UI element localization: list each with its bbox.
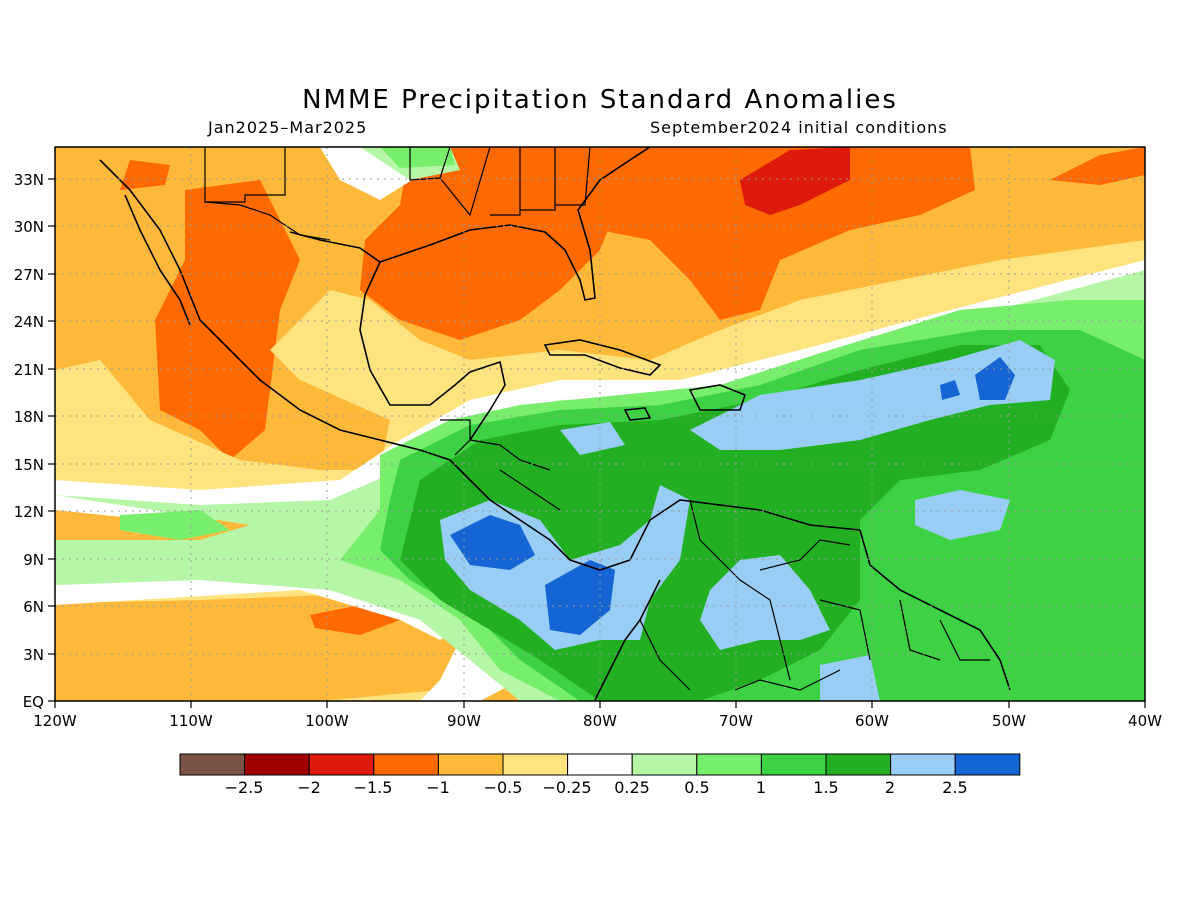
legend-label: −1.5 [354, 778, 393, 797]
forecast-period: Jan2025–Mar2025 [208, 118, 368, 137]
lat-label-6n: 6N [23, 598, 44, 616]
axis-ticks [48, 178, 1146, 708]
legend-label: −2.5 [225, 778, 264, 797]
borders [204, 147, 990, 691]
legend-label: −0.5 [484, 778, 523, 797]
lat-label-15n: 15N [14, 456, 44, 474]
legend-swatch [631, 753, 698, 776]
legend-swatch [890, 753, 956, 776]
lat-label-3n: 3N [23, 646, 44, 664]
legend-label: 2 [885, 778, 895, 797]
lat-label-24n: 24N [14, 313, 44, 331]
lon-label-50w: 50W [992, 712, 1026, 730]
legend-swatch [179, 753, 246, 776]
legend-swatch [373, 753, 439, 776]
legend-swatch [567, 753, 633, 776]
lon-label-90w: 90W [447, 712, 481, 730]
legend-swatch [760, 753, 827, 776]
lon-label-80w: 80W [583, 712, 617, 730]
legend-swatch [437, 753, 504, 776]
legend-label: −2 [297, 778, 321, 797]
anomaly-fields [55, 147, 1145, 701]
lat-label-21n: 21N [14, 361, 44, 379]
legend-label: 0.25 [614, 778, 650, 797]
lat-label-eq: EQ [23, 693, 44, 711]
legend-swatch [954, 753, 1021, 776]
legend-label: −0.25 [542, 778, 591, 797]
legend-label: 2.5 [942, 778, 967, 797]
map-grid [55, 147, 1145, 701]
lon-label-110w: 110W [169, 712, 213, 730]
lon-label-60w: 60W [855, 712, 889, 730]
legend-swatch [502, 753, 569, 776]
legend-swatch [696, 753, 762, 776]
lon-label-120w: 120W [33, 712, 77, 730]
lat-label-9n: 9N [23, 551, 44, 569]
lat-label-30n: 30N [14, 218, 44, 236]
legend-label: −1 [426, 778, 450, 797]
legend-swatch [308, 753, 375, 776]
lon-label-70w: 70W [719, 712, 753, 730]
legend-swatch [244, 753, 310, 776]
legend-label: 1.5 [813, 778, 838, 797]
lon-label-40w: 40W [1128, 712, 1162, 730]
lat-label-12n: 12N [14, 503, 44, 521]
lon-label-100w: 100W [305, 712, 349, 730]
legend-swatch [825, 753, 892, 776]
legend-label: 0.5 [684, 778, 709, 797]
initial-conditions: September2024 initial conditions [650, 118, 948, 137]
coastlines [99, 147, 1011, 701]
lat-label-18n: 18N [14, 408, 44, 426]
map-title: NMME Precipitation Standard Anomalies [302, 85, 898, 115]
lat-label-33n: 33N [14, 171, 44, 189]
lat-label-27n: 27N [14, 266, 44, 284]
legend-label: 1 [756, 778, 766, 797]
legend-colorbar [179, 753, 1021, 776]
